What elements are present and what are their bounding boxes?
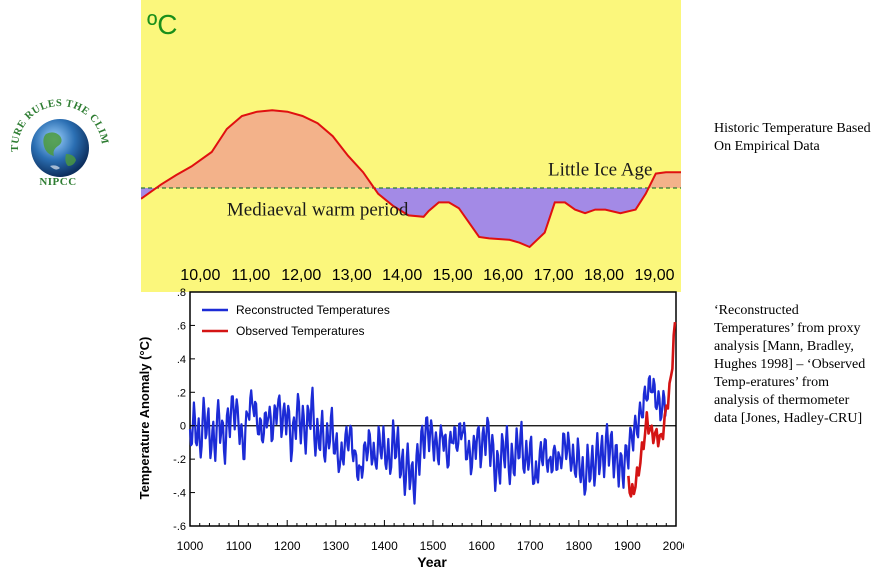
bottom-chart-x-tick-8: 1800 bbox=[565, 539, 592, 553]
bottom-chart-y-tick-5: .4 bbox=[177, 354, 186, 366]
bottom-chart-x-tick-labels: 1000 1100 1200 1300 1400 1500 1600 1700 1800 1900… bbox=[177, 539, 684, 553]
bottom-chart-x-axis-label: Year bbox=[417, 554, 447, 569]
series-line-0 bbox=[188, 375, 668, 505]
nipcc-logo-graphic: NATURE RULES THE CLIMATE bbox=[6, 88, 110, 177]
top-chart-x-tick-1: 11,00 bbox=[231, 267, 270, 284]
historic-temperature-chart: ºC Mediaeval warm period Little Ice Age 1… bbox=[141, 0, 681, 292]
bottom-chart-y-tick-3: 0 bbox=[180, 421, 186, 433]
globe-icon bbox=[31, 119, 89, 177]
legend-label-1: Observed Temperatures bbox=[236, 324, 365, 338]
bottom-chart-x-tick-1: 1100 bbox=[226, 539, 252, 553]
bottom-chart-y-tick-0: -.6 bbox=[173, 521, 186, 533]
bottom-chart-y-tick-labels: -.6 -.4 -.2 0 .2 .4 .6 .8 bbox=[173, 287, 195, 533]
top-chart-x-tick-2: 12,00 bbox=[281, 267, 321, 284]
caption-reconstructed-temperatures: ‘Reconstructed Temperatures’ from proxy … bbox=[714, 303, 866, 426]
top-chart-unit-label: ºC bbox=[147, 9, 177, 40]
bottom-chart-x-tick-10: 2000 bbox=[663, 539, 684, 553]
bottom-chart-y-axis-label: Temperature Anomaly (°C) bbox=[137, 337, 152, 500]
bottom-chart-x-tick-0: 1000 bbox=[177, 539, 204, 553]
cold-period-area bbox=[141, 188, 681, 247]
top-chart-annotation-0: Mediaeval warm period bbox=[227, 200, 409, 221]
legend-label-0: Reconstructed Temperatures bbox=[236, 303, 390, 317]
top-chart-x-tick-0: 10,00 bbox=[180, 267, 220, 284]
top-chart-x-tick-labels: 10,00 11,00 12,00 13,00 14,00 15,00 16,00 17,00… bbox=[180, 267, 674, 284]
top-chart-areas bbox=[141, 110, 681, 247]
warm-period-area bbox=[141, 110, 681, 188]
bottom-chart-x-tick-3: 1300 bbox=[322, 539, 349, 553]
bottom-chart-x-tick-2: 1200 bbox=[274, 539, 301, 553]
bottom-chart-series bbox=[188, 321, 677, 505]
nipcc-logo: NATURE RULES THE CLIMATE bbox=[6, 88, 110, 206]
top-chart-x-tick-6: 16,00 bbox=[483, 267, 523, 284]
bottom-chart-y-tick-1: -.4 bbox=[173, 488, 186, 500]
bottom-chart-legend: Reconstructed Temperatures Observed Tempe… bbox=[202, 303, 390, 338]
bottom-chart-y-tick-7: .8 bbox=[177, 287, 186, 299]
caption-historic-temperature: Historic Temperature Based On Empirical … bbox=[714, 121, 871, 154]
logo-label: NIPCC bbox=[39, 176, 77, 188]
top-chart-x-tick-4: 14,00 bbox=[382, 267, 422, 284]
top-chart-series-line bbox=[141, 109, 681, 249]
bottom-chart-x-tick-7: 1700 bbox=[517, 539, 544, 553]
top-chart-x-tick-3: 13,00 bbox=[332, 267, 372, 284]
series-line-1 bbox=[627, 321, 677, 498]
top-chart-x-tick-7: 17,00 bbox=[534, 267, 574, 284]
top-chart-x-tick-9: 19,00 bbox=[635, 267, 675, 284]
bottom-chart-y-tick-6: .6 bbox=[177, 320, 186, 332]
top-chart-annotations: Mediaeval warm period Little Ice Age bbox=[227, 159, 653, 220]
bottom-chart-y-tick-2: -.2 bbox=[173, 454, 186, 466]
top-chart-x-tick-8: 18,00 bbox=[584, 267, 624, 284]
top-chart-x-tick-5: 15,00 bbox=[433, 267, 473, 284]
bottom-chart-y-tick-4: .2 bbox=[177, 387, 186, 399]
top-chart-annotation-1: Little Ice Age bbox=[548, 159, 652, 180]
bottom-chart-x-tick-4: 1400 bbox=[371, 539, 398, 553]
bottom-chart-x-tick-9: 1900 bbox=[614, 539, 641, 553]
temperature-anomaly-chart: -.6-.4-.20.2.4.6.8 1000 1100 1200 1300 1400 1… bbox=[137, 287, 684, 569]
bottom-chart-x-tick-6: 1600 bbox=[468, 539, 495, 553]
bottom-chart-x-tick-5: 1500 bbox=[420, 539, 447, 553]
